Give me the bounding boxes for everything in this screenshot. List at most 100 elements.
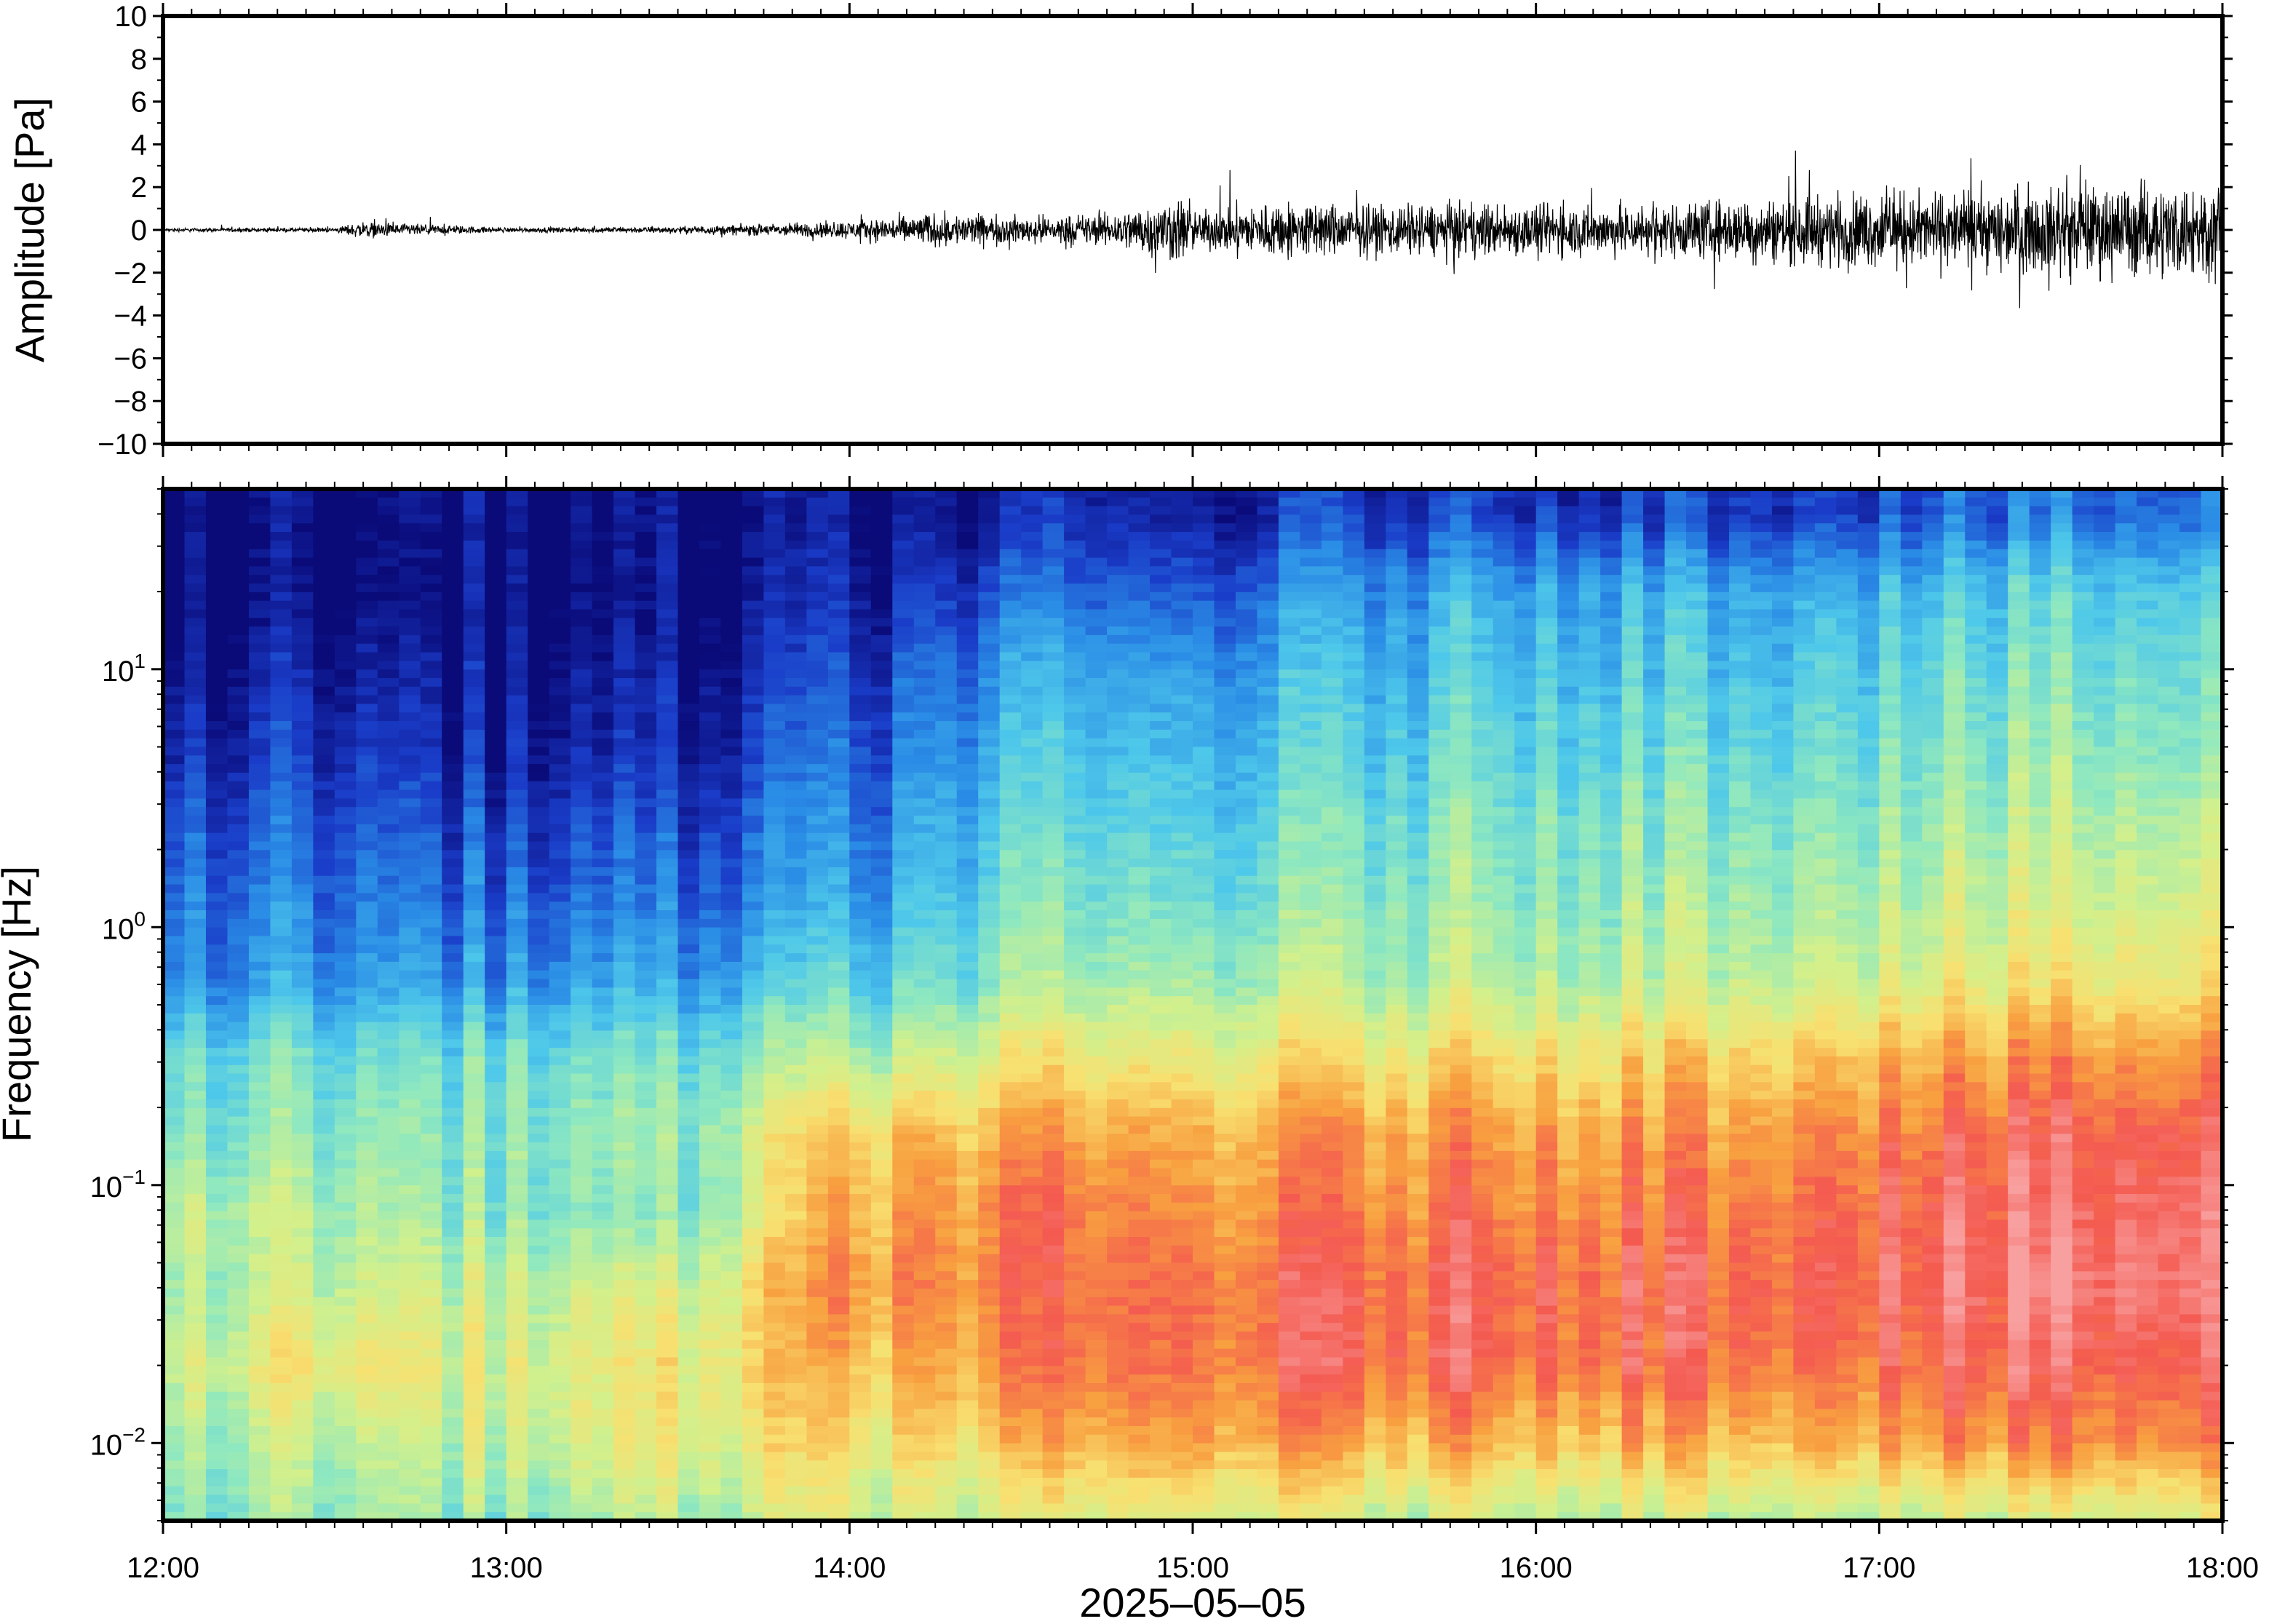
spectrogram-cell bbox=[613, 1159, 636, 1169]
spectrogram-cell bbox=[892, 1391, 915, 1401]
spectrogram-cell bbox=[978, 712, 1001, 722]
spectrogram-cell bbox=[870, 643, 894, 653]
spectrogram-cell bbox=[592, 850, 614, 859]
spectrogram-cell bbox=[248, 764, 271, 773]
spectrogram-cell bbox=[549, 1022, 571, 1032]
spectrogram-cell bbox=[420, 1297, 443, 1307]
spectrogram-cell bbox=[463, 1417, 485, 1427]
spectrogram-cell bbox=[549, 540, 571, 550]
spectrogram-cell bbox=[913, 1228, 937, 1238]
spectrogram-cell bbox=[913, 609, 937, 619]
spectrogram-cell bbox=[205, 747, 229, 757]
spectrogram-cell bbox=[999, 1417, 1022, 1427]
spectrogram-cell bbox=[399, 875, 421, 885]
spectrogram-cell bbox=[677, 1082, 700, 1091]
spectrogram-cell bbox=[227, 1382, 250, 1393]
spectrogram-cell bbox=[248, 772, 271, 782]
spectrogram-cell bbox=[334, 918, 357, 928]
spectrogram-cell bbox=[356, 704, 378, 714]
spectrogram-cell bbox=[356, 781, 378, 791]
spectrogram-cell bbox=[635, 764, 657, 773]
spectrogram-cell bbox=[892, 1237, 915, 1246]
spectrogram-cell bbox=[420, 755, 443, 765]
spectrogram-cell bbox=[742, 1280, 765, 1289]
spectrogram-cell bbox=[978, 798, 1001, 808]
spectrogram-cell bbox=[571, 1452, 593, 1462]
spectrogram-cell bbox=[699, 514, 722, 525]
spectrogram-cell bbox=[742, 755, 765, 765]
spectrogram-cell bbox=[784, 1271, 808, 1281]
spectrogram-cell bbox=[656, 1142, 679, 1152]
spectrogram-cell bbox=[270, 1245, 293, 1255]
spectrogram-cell bbox=[635, 1477, 657, 1487]
spectrogram-cell bbox=[699, 755, 722, 765]
spectrogram-cell bbox=[677, 1391, 700, 1401]
spectrogram-cell bbox=[635, 1082, 657, 1091]
spectrogram-cell bbox=[506, 996, 528, 1006]
spectrogram-cell bbox=[806, 875, 829, 885]
spectrogram-cell bbox=[763, 944, 786, 954]
spectrogram-cell bbox=[571, 729, 593, 739]
spectrogram-cell bbox=[677, 789, 700, 800]
spectrogram-cell bbox=[913, 1013, 937, 1023]
spectrogram-cell bbox=[806, 1245, 829, 1255]
spectrogram-cell bbox=[956, 1116, 979, 1126]
spectrogram-cell bbox=[356, 1305, 378, 1315]
spectrogram-cell bbox=[935, 1323, 958, 1332]
spectrogram-cell bbox=[485, 1142, 507, 1152]
spectrogram-cell bbox=[571, 1150, 593, 1161]
spectrogram-cell bbox=[463, 1142, 485, 1152]
spectrogram-cell bbox=[827, 1005, 851, 1014]
spectrogram-cell bbox=[571, 1048, 593, 1057]
spectrogram-cell bbox=[356, 1142, 378, 1152]
spectrogram-cell bbox=[270, 721, 293, 731]
spectrogram-cell bbox=[463, 979, 485, 989]
spectrogram-cell bbox=[656, 1426, 679, 1436]
spectrogram-cell bbox=[549, 583, 571, 593]
spectrogram-cell bbox=[356, 566, 378, 576]
spectrogram-cell bbox=[420, 1219, 443, 1230]
spectrogram-cell bbox=[806, 755, 829, 765]
spectrogram-cell bbox=[356, 643, 378, 653]
spectrogram-cell bbox=[999, 1150, 1022, 1161]
spectrogram-cell bbox=[528, 626, 550, 636]
spectrogram-cell bbox=[656, 575, 679, 584]
spectrogram-cell bbox=[528, 1503, 550, 1513]
spectrogram-cell bbox=[377, 1382, 400, 1393]
spectrogram-cell bbox=[163, 1400, 186, 1410]
spectrogram-cell bbox=[205, 1091, 229, 1100]
spectrogram-cell bbox=[763, 1323, 786, 1332]
spectrogram-cell bbox=[870, 1039, 894, 1048]
spectrogram-cell bbox=[442, 609, 464, 619]
spectrogram-cell bbox=[377, 979, 400, 989]
spectrogram-cell bbox=[742, 686, 765, 696]
spectrogram-cell bbox=[999, 532, 1022, 541]
spectrogram-cell bbox=[528, 1219, 550, 1230]
spectrogram-cell bbox=[699, 875, 722, 885]
spectrogram-cell bbox=[163, 1237, 186, 1246]
spectrogram-cell bbox=[463, 901, 485, 911]
spectrogram-cell bbox=[892, 695, 915, 705]
spectrogram-cell bbox=[356, 1409, 378, 1418]
spectrogram-cell bbox=[592, 927, 614, 937]
spectrogram-cell bbox=[356, 832, 378, 843]
spectrogram-cell bbox=[571, 764, 593, 773]
spectrogram-cell bbox=[463, 850, 485, 859]
spectrogram-cell bbox=[399, 901, 421, 911]
spectrogram-cell bbox=[163, 1005, 186, 1014]
spectrogram-cell bbox=[184, 1409, 207, 1418]
spectrogram-cell bbox=[613, 789, 636, 800]
spectrogram-cell bbox=[334, 1125, 357, 1135]
spectrogram-cell bbox=[205, 1494, 229, 1505]
spectrogram-cell bbox=[999, 1048, 1022, 1057]
spectrogram-cell bbox=[377, 592, 400, 602]
spectrogram-cell bbox=[635, 1357, 657, 1367]
spectrogram-cell bbox=[999, 875, 1022, 885]
spectrogram-cell bbox=[205, 1082, 229, 1091]
spectrogram-cell bbox=[999, 506, 1022, 516]
spectrogram-cell bbox=[613, 1228, 636, 1238]
spectrogram-cell bbox=[613, 729, 636, 739]
spectrogram-cell bbox=[485, 643, 507, 653]
spectrogram-cell bbox=[163, 1280, 186, 1289]
